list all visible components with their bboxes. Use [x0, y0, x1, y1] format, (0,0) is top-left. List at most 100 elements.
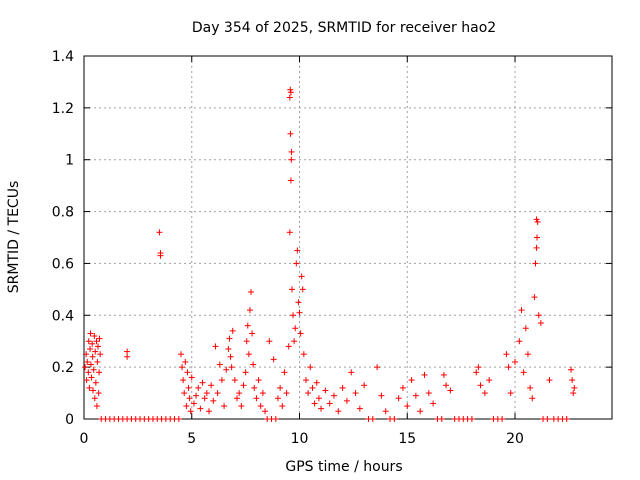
data-point [374, 364, 381, 371]
data-point [89, 340, 96, 347]
x-axis-label: GPS time / hours [285, 459, 402, 475]
data-point [391, 416, 398, 422]
y-tick-label: 1.2 [52, 101, 74, 117]
data-point [91, 333, 98, 340]
data-point [399, 384, 406, 391]
data-point [569, 377, 576, 384]
data-point [82, 364, 89, 371]
data-point [339, 384, 346, 391]
data-point [348, 369, 355, 376]
data-point [89, 353, 96, 360]
data-point [286, 229, 293, 236]
y-tick-label: 0.6 [52, 256, 74, 272]
y-axis-label: SRMTID / TECUs [6, 181, 22, 294]
data-point [236, 390, 243, 397]
data-point [296, 309, 303, 316]
data-point [404, 403, 411, 410]
data-point [570, 390, 577, 397]
data-point [238, 403, 245, 410]
data-point [302, 377, 309, 384]
data-point [253, 395, 260, 402]
data-point [234, 395, 241, 402]
data-point [243, 338, 250, 345]
data-point [90, 387, 97, 394]
y-tick-label: 1.4 [52, 49, 74, 65]
data-point [93, 403, 100, 410]
data-point [179, 364, 186, 371]
x-tick-label: 20 [506, 431, 524, 447]
data-point [309, 384, 316, 391]
y-tick-label: 0 [65, 412, 74, 428]
y-tick-label: 1 [65, 153, 74, 169]
data-point [95, 343, 102, 350]
data-point [195, 384, 202, 391]
data-point [274, 395, 281, 402]
data-point [544, 416, 551, 422]
data-point [244, 322, 251, 329]
data-point [87, 345, 94, 352]
data-point [412, 392, 419, 399]
data-point [262, 408, 269, 415]
data-point [295, 299, 302, 306]
data-point [335, 408, 342, 415]
data-point [92, 348, 99, 355]
data-point [425, 390, 432, 397]
data-point [187, 408, 194, 415]
data-point [255, 377, 262, 384]
data-point [546, 377, 553, 384]
data-point [531, 294, 538, 301]
data-points [82, 86, 578, 422]
data-point [248, 288, 255, 295]
data-point [382, 408, 389, 415]
data-point [242, 369, 249, 376]
data-point [477, 382, 484, 389]
data-point [305, 390, 312, 397]
data-point [507, 390, 514, 397]
data-point [175, 416, 182, 422]
data-point [270, 356, 277, 363]
data-point [499, 416, 506, 422]
data-point [313, 379, 320, 386]
data-point [124, 348, 131, 355]
data-point [182, 358, 189, 365]
data-point [438, 416, 445, 422]
data-point [259, 390, 266, 397]
data-point [512, 358, 519, 365]
data-point [299, 286, 306, 293]
data-point [297, 330, 304, 337]
y-tick-label: 0.2 [52, 360, 74, 376]
data-point [343, 397, 350, 404]
data-point [249, 330, 256, 337]
x-axis: 0 5 10 15 20 [80, 56, 524, 447]
x-tick-label: 0 [80, 431, 89, 447]
data-point [212, 343, 219, 350]
data-point [257, 403, 264, 410]
data-point [88, 374, 95, 381]
data-point [408, 377, 415, 384]
data-point [322, 387, 329, 394]
data-point [197, 405, 204, 412]
chart-title: Day 354 of 2025, SRMTID for receiver hao… [192, 20, 496, 36]
grid [84, 56, 612, 419]
data-point [532, 260, 539, 267]
data-point [90, 366, 97, 373]
data-point [205, 408, 212, 415]
x-tick-label: 15 [398, 431, 416, 447]
data-point [283, 390, 290, 397]
data-point [226, 335, 233, 342]
data-point [214, 390, 221, 397]
data-point [288, 148, 295, 155]
data-point [315, 395, 322, 402]
data-point [287, 177, 294, 184]
data-point [94, 358, 101, 365]
data-point [156, 229, 163, 236]
data-point [527, 384, 534, 391]
data-point [180, 377, 187, 384]
data-point [92, 379, 99, 386]
data-point [326, 400, 333, 407]
data-point [190, 400, 197, 407]
data-point [287, 130, 294, 137]
data-point [290, 312, 297, 319]
data-point [177, 351, 184, 358]
data-point [293, 260, 300, 267]
